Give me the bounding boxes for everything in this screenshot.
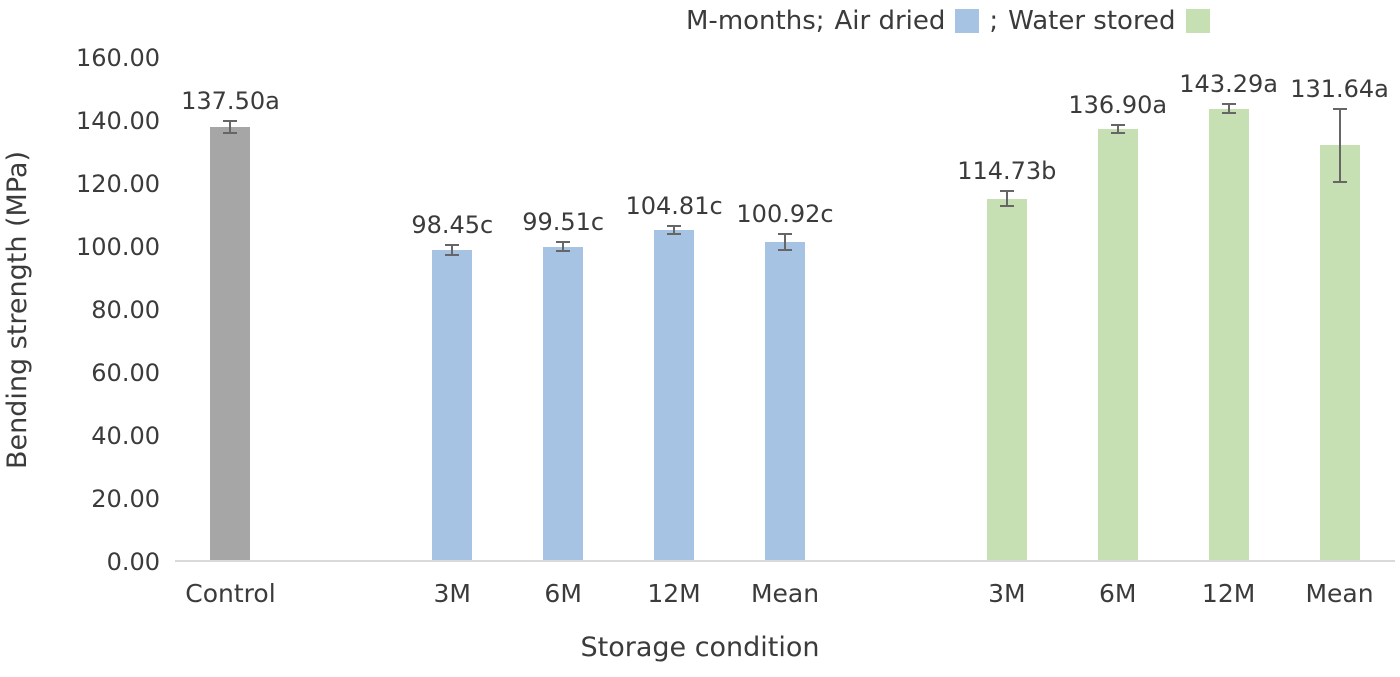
y-tick-label: 140.00 — [76, 107, 160, 135]
y-tick-label: 120.00 — [76, 170, 160, 198]
chart-legend: M-months; Air dried; Water stored — [686, 6, 1210, 36]
value-label-water-stored-mean: 131.64a — [1290, 75, 1389, 104]
error-bar-cap-water-stored-3m — [999, 189, 1014, 192]
bar-air-dried-mean — [765, 242, 805, 560]
y-tick-label: 0.00 — [106, 548, 160, 576]
legend-label-water-stored: Water stored — [1008, 6, 1176, 36]
bar-water-stored-3m — [986, 198, 1027, 560]
error-bar-water-stored-6m — [1116, 124, 1119, 133]
x-tick-label-air-dried-6m: 6M — [544, 579, 582, 608]
legend-separator: ; — [989, 6, 999, 36]
error-bar-cap-water-stored-12m — [1221, 112, 1236, 115]
y-tick-label: 160.00 — [76, 44, 160, 72]
y-axis-title: Bending strength (MPa) — [2, 151, 33, 470]
x-tick-label-air-dried-12m: 12M — [647, 579, 701, 608]
error-bar-air-dried-12m — [673, 226, 676, 234]
error-bar-air-dried-mean — [784, 234, 786, 250]
bar-water-stored-6m — [1097, 128, 1138, 560]
error-bar-air-dried-3m — [451, 245, 454, 255]
error-bar-cap-air-dried-3m — [445, 244, 460, 247]
error-bar-cap-water-stored-6m — [1110, 131, 1125, 134]
error-bar-cap-water-stored-mean — [1332, 108, 1347, 111]
value-label-control-control: 137.50a — [181, 86, 280, 115]
plot-area: 137.50a 98.45c 99.51c 104.81c 100.92c 114.73b… — [175, 58, 1395, 562]
error-bar-cap-air-dried-12m — [667, 225, 682, 228]
bar-air-dried-12m — [654, 229, 695, 560]
bar-water-stored-12m — [1208, 108, 1249, 560]
y-tick-label: 100.00 — [76, 233, 160, 261]
error-bar-cap-control-control — [223, 119, 238, 122]
error-bar-water-stored-12m — [1227, 103, 1230, 114]
value-label-air-dried-3m: 98.45c — [411, 211, 494, 240]
value-label-water-stored-6m: 136.90a — [1068, 90, 1168, 119]
x-tick-label-water-stored-12m: 12M — [1201, 579, 1256, 608]
x-tick-label-water-stored-mean: Mean — [1305, 579, 1374, 608]
error-bar-control-control — [229, 120, 232, 134]
value-label-air-dried-6m: 99.51c — [522, 207, 605, 236]
x-tick-label-water-stored-3m: 3M — [988, 579, 1026, 608]
error-bar-water-stored-3m — [1005, 190, 1008, 207]
legend-note: M-months; — [686, 6, 825, 36]
error-bar-cap-water-stored-3m — [999, 205, 1014, 208]
error-bar-water-stored-mean — [1338, 109, 1341, 182]
error-bar-cap-air-dried-mean — [778, 248, 792, 251]
value-label-water-stored-3m: 114.73b — [957, 156, 1057, 185]
x-tick-label-control-control: Control — [185, 579, 276, 608]
x-axis-title: Storage condition — [580, 632, 820, 663]
y-tick-label: 20.00 — [91, 485, 160, 513]
error-bar-cap-air-dried-6m — [556, 250, 571, 253]
x-tick-label-air-dried-3m: 3M — [433, 579, 471, 608]
bar-air-dried-6m — [543, 246, 584, 560]
value-label-air-dried-mean: 100.92c — [736, 200, 834, 229]
error-bar-cap-air-dried-3m — [445, 253, 460, 256]
error-bar-cap-water-stored-12m — [1221, 102, 1236, 105]
bar-air-dried-3m — [432, 249, 473, 560]
error-bar-cap-water-stored-6m — [1110, 123, 1125, 126]
error-bar-cap-air-dried-6m — [556, 240, 571, 243]
error-bar-cap-control-control — [223, 132, 238, 135]
legend-swatch-air-dried — [955, 9, 980, 33]
x-tick-label-water-stored-6m: 6M — [1098, 579, 1137, 608]
error-bar-cap-air-dried-mean — [778, 233, 792, 236]
y-tick-label: 60.00 — [91, 359, 160, 387]
error-bar-cap-water-stored-mean — [1332, 180, 1347, 183]
value-label-water-stored-12m: 143.29a — [1179, 69, 1278, 98]
bar-control-control — [210, 126, 251, 560]
y-tick-label: 40.00 — [91, 422, 160, 450]
legend-label-air-dried: Air dried — [834, 6, 946, 36]
x-tick-label-air-dried-mean: Mean — [750, 579, 820, 608]
error-bar-cap-air-dried-12m — [667, 232, 682, 235]
legend-swatch-water-stored — [1185, 9, 1210, 33]
bar-water-stored-mean — [1319, 145, 1360, 560]
value-label-air-dried-12m: 104.81c — [625, 192, 723, 221]
y-tick-label: 80.00 — [91, 296, 160, 324]
error-bar-air-dried-6m — [562, 241, 565, 252]
